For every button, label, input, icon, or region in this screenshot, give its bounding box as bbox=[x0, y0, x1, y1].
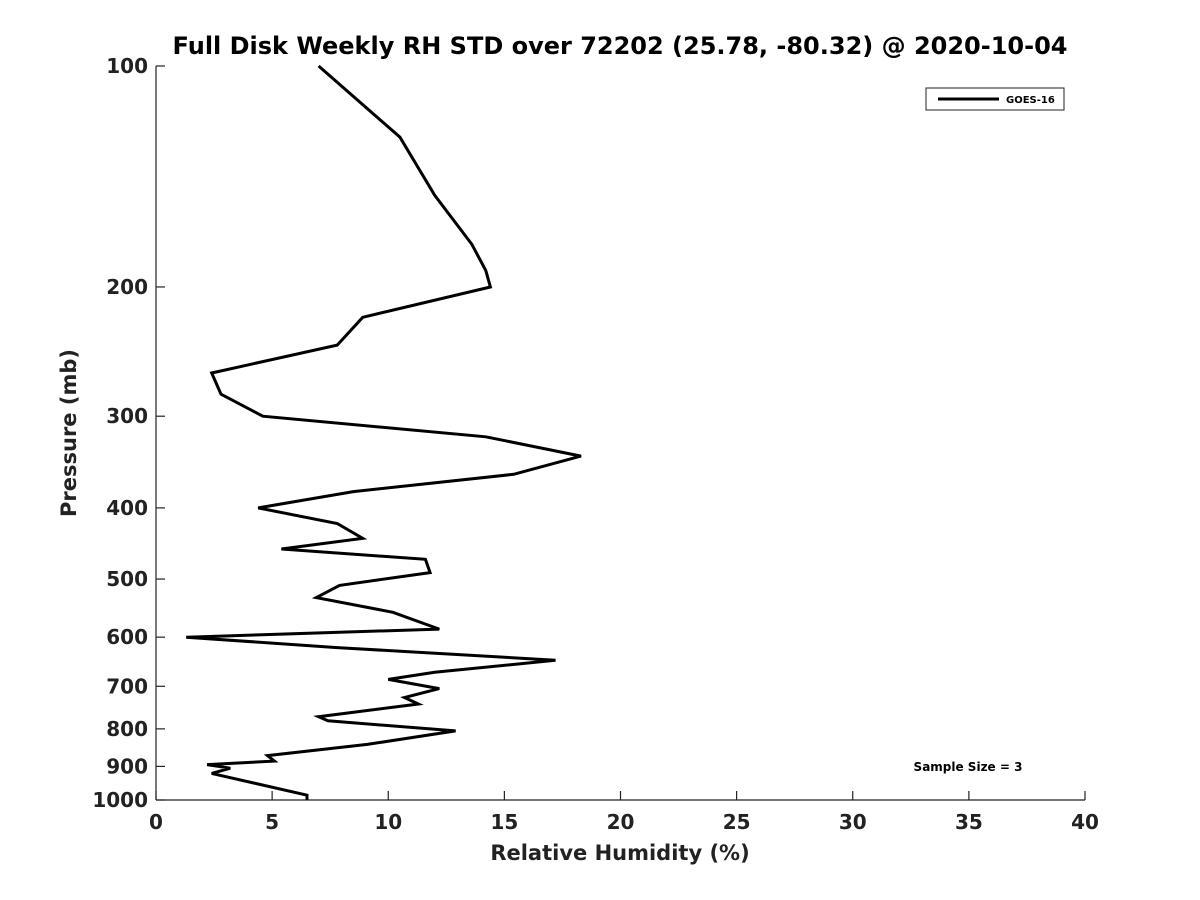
x-tick-label: 40 bbox=[1071, 810, 1099, 834]
x-axis-ticks: 0 5 10 15 20 25 30 35 40 bbox=[149, 791, 1099, 834]
x-axis-label: Relative Humidity (%) bbox=[490, 841, 749, 865]
legend: GOES-16 bbox=[925, 87, 1065, 111]
axes-frame bbox=[155, 66, 1085, 801]
x-tick-label: 5 bbox=[265, 810, 279, 834]
y-tick-label: 200 bbox=[106, 275, 148, 299]
y-tick-label: 100 bbox=[106, 54, 148, 78]
legend-entry-goes-16: GOES-16 bbox=[1006, 95, 1055, 106]
y-tick-label: 500 bbox=[106, 567, 148, 591]
x-tick-label: 25 bbox=[723, 810, 751, 834]
y-axis-ticks: 100 200 300 400 500 600 700 800 900 1000 bbox=[92, 54, 165, 812]
x-tick-label: 0 bbox=[149, 810, 163, 834]
y-tick-label: 600 bbox=[106, 625, 148, 649]
x-tick-label: 20 bbox=[607, 810, 635, 834]
x-tick-label: 10 bbox=[374, 810, 402, 834]
y-tick-label: 1000 bbox=[92, 788, 148, 812]
y-tick-label: 400 bbox=[106, 496, 148, 520]
y-axis-label: Pressure (mb) bbox=[57, 349, 81, 517]
y-tick-label: 800 bbox=[106, 717, 148, 741]
sample-size-annotation: Sample Size = 3 bbox=[914, 760, 1023, 774]
y-tick-label: 700 bbox=[106, 674, 148, 698]
series-line-goes-16 bbox=[186, 64, 582, 800]
series-layer bbox=[186, 64, 582, 800]
chart-title: Full Disk Weekly RH STD over 72202 (25.7… bbox=[173, 32, 1068, 60]
y-tick-label: 900 bbox=[106, 754, 148, 778]
y-tick-label: 300 bbox=[106, 404, 148, 428]
x-tick-label: 35 bbox=[955, 810, 983, 834]
x-tick-label: 15 bbox=[490, 810, 518, 834]
x-tick-label: 30 bbox=[839, 810, 867, 834]
